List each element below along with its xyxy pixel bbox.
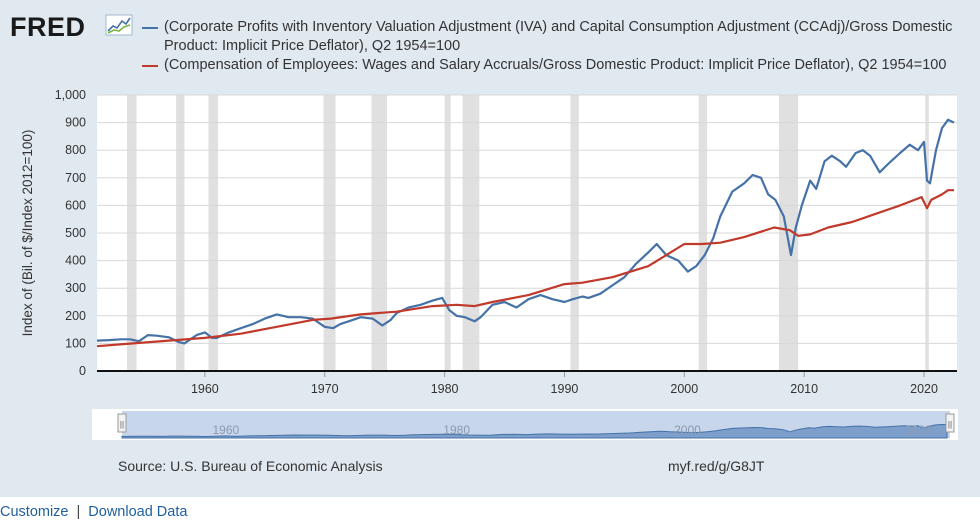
x-tick-label-1980: 1980 — [431, 382, 459, 396]
legend-swatch-blue — [142, 27, 158, 29]
legend-item-corporate-profits[interactable]: (Corporate Profits with Inventory Valuat… — [142, 18, 972, 56]
y-tick-label-300: 300 — [65, 281, 86, 295]
navigator-handle-left-grip: || — [120, 420, 124, 429]
navigator-label-1960: 1960 — [213, 423, 240, 437]
y-tick-label-1000: 1,000 — [55, 88, 86, 102]
y-tick-label-600: 600 — [65, 198, 86, 212]
legend-label-corporate-profits-line2: Product: Implicit Price Deflator), Q2 19… — [164, 38, 461, 54]
navigator-handle-right-grip: || — [948, 420, 952, 429]
x-tick-label-2010: 2010 — [790, 382, 818, 396]
navigator-handle-right[interactable] — [945, 413, 955, 433]
y-tick-label-700: 700 — [65, 171, 86, 185]
series-line-compensation — [96, 189, 954, 348]
navigator-label-2000: 2000 — [674, 423, 701, 437]
x-tick-label-1990: 1990 — [551, 382, 579, 396]
y-tick-label-900: 900 — [65, 116, 86, 130]
x-tick-label-1970: 1970 — [311, 382, 339, 396]
legend-label-corporate-profits-line1: (Corporate Profits with Inventory Valuat… — [164, 19, 953, 35]
y-tick-label-100: 100 — [65, 336, 86, 350]
y-tick-label-0: 0 — [79, 364, 86, 378]
series-line-corporate-profits — [96, 118, 955, 345]
y-tick-label-800: 800 — [65, 143, 86, 157]
navigator-handle-left[interactable] — [117, 413, 127, 433]
y-axis-label: Index of (Bil. of $/Index 2012=100) — [20, 130, 35, 337]
fred-graph-icon — [105, 14, 133, 36]
y-tick-label-500: 500 — [65, 226, 86, 240]
navigator-label-1980: 1980 — [443, 423, 470, 437]
bottom-links: Customize | Download Data — [0, 504, 187, 520]
navigator-series-area — [121, 423, 948, 439]
chart-legend: (Corporate Profits with Inventory Valuat… — [142, 18, 972, 75]
short-link[interactable]: myf.red/g/G8JT — [668, 458, 765, 474]
y-tick-label-200: 200 — [65, 309, 86, 323]
download-data-link[interactable]: Download Data — [88, 504, 188, 520]
navigator-label-2020: 2020 — [905, 423, 932, 437]
source-note: Source: U.S. Bureau of Economic Analysis — [118, 458, 383, 474]
x-tick-label-1960: 1960 — [191, 382, 219, 396]
line-chart[interactable]: 0 100 200 300 400 500 600 700 800 900 1,000 1960 197… — [0, 0, 980, 497]
legend-swatch-red — [142, 65, 158, 67]
fred-logo[interactable]: FRED — [10, 12, 86, 42]
legend-label-compensation: (Compensation of Employees: Wages and Sa… — [164, 57, 947, 73]
link-separator: | — [76, 504, 81, 520]
legend-item-compensation[interactable]: (Compensation of Employees: Wages and Sa… — [142, 56, 972, 75]
x-tick-label-2020: 2020 — [910, 382, 938, 396]
x-tick-label-2000: 2000 — [670, 382, 698, 396]
customize-link[interactable]: Customize — [0, 504, 69, 520]
y-tick-label-400: 400 — [65, 254, 86, 268]
